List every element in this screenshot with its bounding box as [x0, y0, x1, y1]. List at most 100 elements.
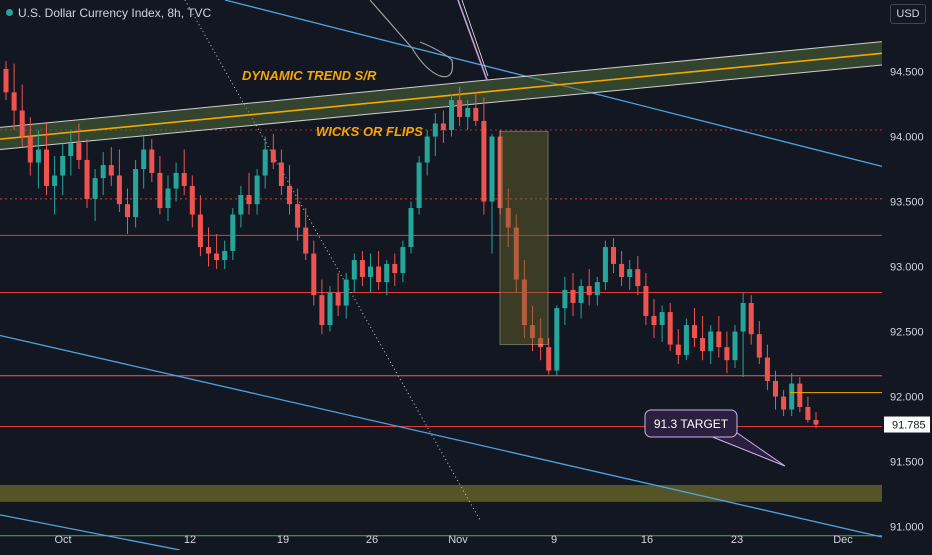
- y-axis-tick-label: 91.000: [890, 522, 924, 534]
- candle-body: [278, 162, 284, 186]
- candle-body: [311, 253, 317, 296]
- x-axis-tick-label: Nov: [448, 534, 468, 546]
- drawn-arrow-gray: [369, 0, 454, 78]
- candle-body: [505, 208, 511, 228]
- y-axis-tick-label: 93.000: [890, 262, 924, 274]
- y-axis-tick-label: 93.500: [890, 197, 924, 209]
- currency-button[interactable]: USD: [890, 4, 926, 24]
- candle-body: [35, 149, 41, 163]
- candle-body: [133, 169, 139, 218]
- candle-body: [262, 149, 268, 176]
- candle-body: [570, 289, 576, 303]
- candle-body: [392, 263, 398, 274]
- x-axis-tick-label: 16: [641, 534, 653, 546]
- candle-body: [3, 68, 9, 93]
- x-axis-tick-label: Dec: [833, 534, 853, 546]
- candle-body: [651, 315, 657, 326]
- candle-body: [246, 195, 252, 205]
- candle-body: [359, 260, 365, 277]
- last-price-label: 91.785: [892, 420, 926, 432]
- candle-body: [716, 331, 722, 348]
- candle-body: [197, 214, 203, 248]
- wicks-flips-label: WICKS OR FLIPS: [316, 124, 423, 139]
- candle-body: [521, 279, 527, 326]
- candle-body: [610, 247, 617, 264]
- candle-body: [724, 347, 730, 361]
- candle-body: [19, 110, 25, 137]
- candle-body: [586, 286, 592, 296]
- candle-body: [335, 292, 341, 306]
- candle-body: [740, 302, 746, 332]
- candle-body: [781, 396, 787, 410]
- candle-body: [367, 266, 374, 277]
- x-axis-tick-label: 9: [551, 534, 557, 546]
- wick-zone-box: [499, 130, 549, 346]
- candle-body: [465, 107, 471, 118]
- y-axis-tick-label: 92.500: [890, 327, 924, 339]
- candle-body: [448, 100, 455, 131]
- candle-body: [181, 172, 187, 186]
- candle-body: [659, 312, 665, 326]
- candle-body: [76, 143, 82, 160]
- candle-body: [43, 149, 50, 186]
- candle-body: [513, 227, 519, 280]
- candle-body: [732, 331, 738, 361]
- x-axis-tick-label: 26: [366, 534, 378, 546]
- candle-body: [805, 406, 811, 420]
- candle-body: [578, 286, 584, 303]
- candle-body: [149, 149, 155, 173]
- x-axis-tick-label: 23: [731, 534, 743, 546]
- dynamic-trend-label: DYNAMIC TREND S/R: [242, 68, 377, 83]
- trend-channel-mid: [0, 52, 883, 140]
- candle-body: [432, 123, 438, 137]
- candle-body: [756, 334, 762, 358]
- candle-body: [100, 165, 106, 179]
- candle-body: [254, 175, 260, 205]
- candle-body: [683, 325, 689, 355]
- lower-descending-trendline: [0, 514, 181, 551]
- candle-body: [238, 195, 244, 215]
- candle-body: [303, 227, 309, 254]
- candle-body: [68, 143, 74, 157]
- candle-body: [691, 325, 698, 339]
- candle-body: [529, 325, 536, 339]
- candle-body: [797, 383, 803, 407]
- last-price-tag: [884, 416, 930, 433]
- candle-body: [416, 162, 422, 209]
- candle-body: [351, 260, 357, 280]
- candle-body: [27, 136, 33, 163]
- candle-body: [700, 338, 706, 352]
- candle-body: [205, 247, 212, 254]
- drawn-arrow-white: [461, 0, 489, 77]
- candle-body: [157, 172, 163, 209]
- y-axis-tick-label: 92.000: [890, 392, 924, 404]
- candle-body: [594, 282, 600, 296]
- symbol-title: U.S. Dollar Currency Index, 8h, TVC: [18, 6, 212, 20]
- candle-body: [635, 269, 641, 287]
- descending-trendline: [0, 334, 883, 538]
- x-axis-tick-label: Oct: [54, 534, 71, 546]
- candle-body: [764, 357, 770, 381]
- candle-body: [497, 136, 503, 209]
- candle-body: [602, 247, 608, 283]
- candle-body: [424, 136, 430, 163]
- candle-body: [554, 308, 560, 371]
- candle-body: [643, 286, 649, 316]
- x-axis-tick-label: 19: [277, 534, 289, 546]
- candle-body: [789, 383, 795, 410]
- candle-body: [708, 331, 714, 352]
- candle-body: [222, 250, 228, 261]
- candle-body: [286, 185, 293, 205]
- candle-body: [376, 266, 382, 283]
- target-label: 91.3 TARGET: [654, 417, 729, 431]
- candle-body: [481, 120, 487, 202]
- chart-title: U.S. Dollar Currency Index, 8h, TVC: [6, 6, 211, 20]
- y-axis-tick-label: 91.500: [890, 457, 924, 469]
- candle-body: [52, 175, 58, 186]
- candle-body: [489, 136, 495, 202]
- candle-body: [11, 92, 17, 111]
- candle-body: [108, 165, 114, 176]
- y-axis-tick-label: 94.500: [890, 67, 924, 79]
